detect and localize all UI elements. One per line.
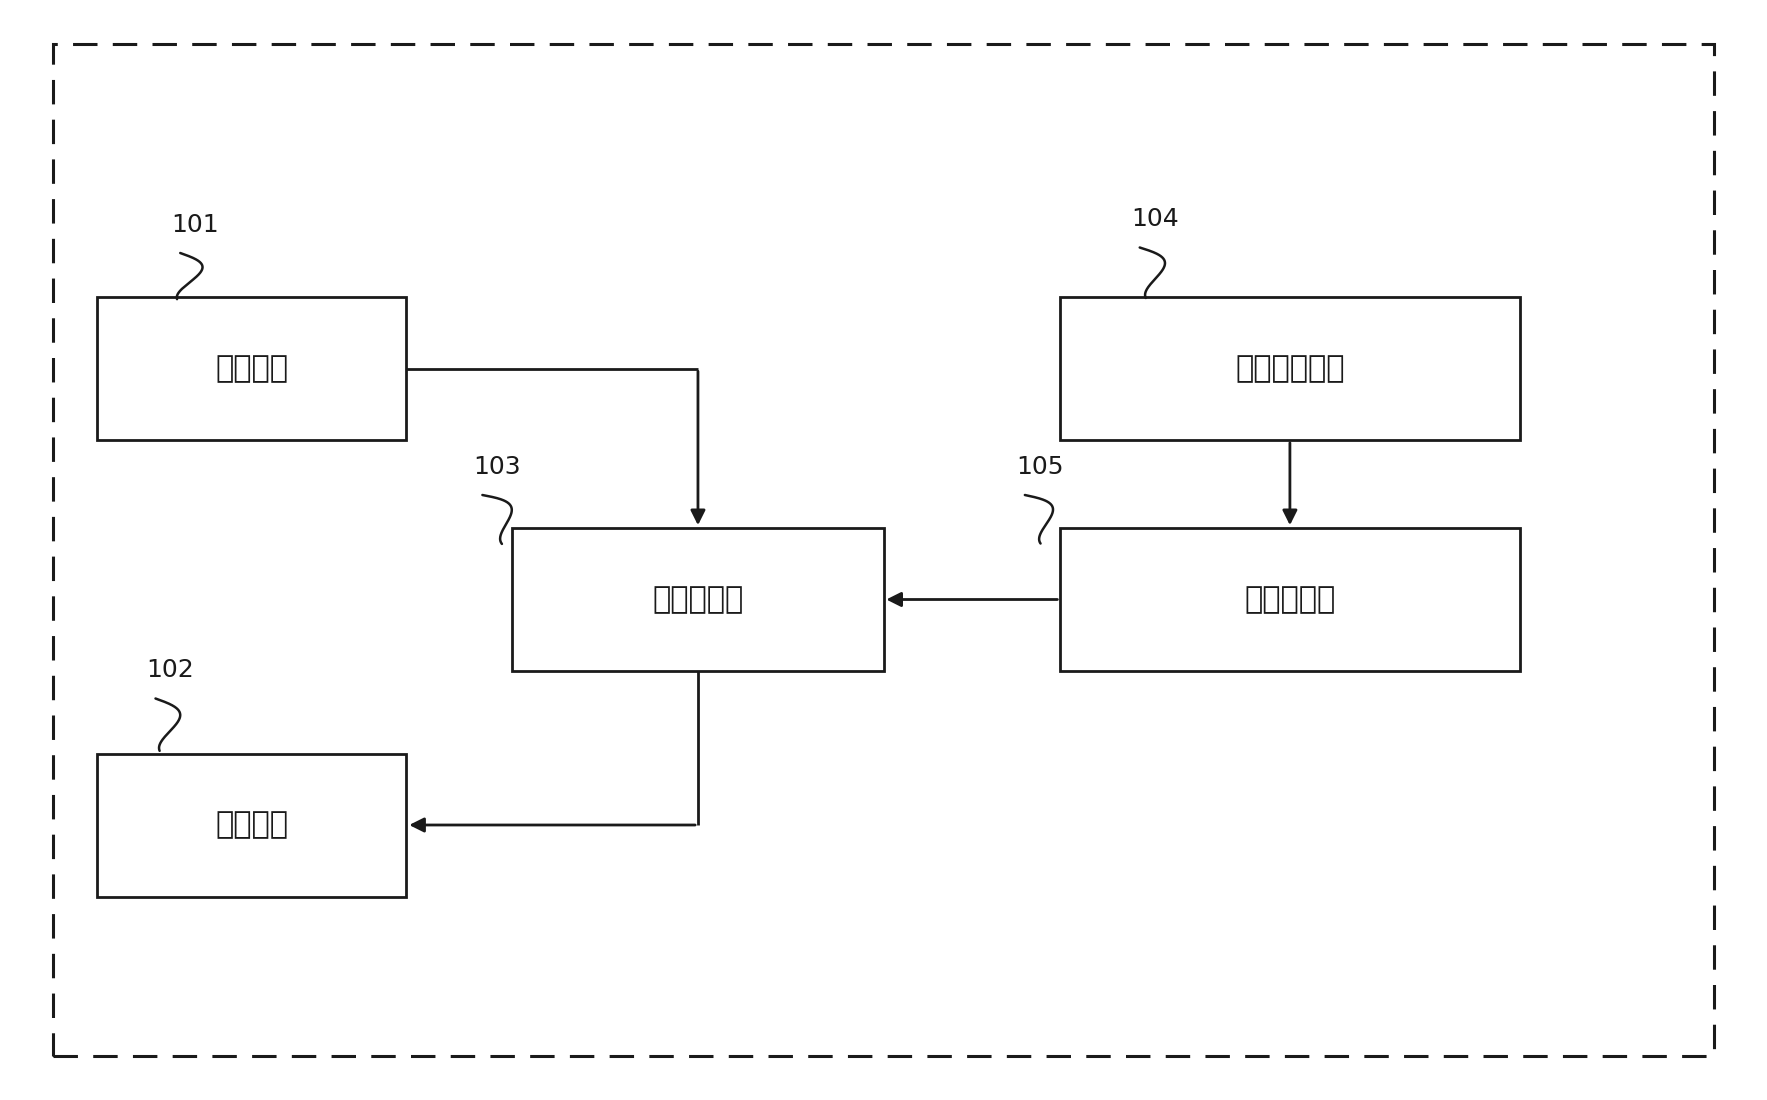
Text: 脑室导管: 脑室导管 xyxy=(216,354,288,383)
Text: 102: 102 xyxy=(147,658,194,682)
Bar xyxy=(512,528,884,671)
Text: 远端导管: 远端导管 xyxy=(216,811,288,839)
Bar xyxy=(97,754,406,896)
Text: 101: 101 xyxy=(171,212,219,236)
Text: 自动控制阀: 自动控制阀 xyxy=(652,585,744,614)
Text: 104: 104 xyxy=(1131,207,1179,231)
Bar xyxy=(1060,297,1520,440)
Text: 105: 105 xyxy=(1016,454,1064,478)
Bar xyxy=(97,297,406,440)
Text: 103: 103 xyxy=(474,454,521,478)
Text: 陀螺仪传感器: 陀螺仪传感器 xyxy=(1235,354,1345,383)
Text: 内部控制器: 内部控制器 xyxy=(1244,585,1336,614)
Bar xyxy=(1060,528,1520,671)
